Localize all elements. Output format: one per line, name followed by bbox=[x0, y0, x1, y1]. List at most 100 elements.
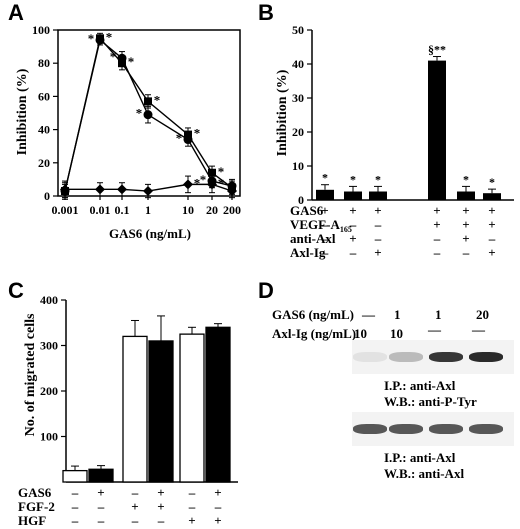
panel-a-point-diamond bbox=[143, 186, 153, 197]
panel-c-sign: – bbox=[71, 485, 79, 500]
panel-c-bar bbox=[122, 335, 148, 483]
panel-c-bar bbox=[179, 333, 205, 483]
panel-b-sign: + bbox=[321, 203, 328, 218]
panel-a-xtick-label: 0.001 bbox=[52, 203, 79, 217]
blot-axl-line1: I.P.: anti-Axl bbox=[384, 450, 456, 465]
panel-c-sign: – bbox=[71, 499, 79, 514]
panel-c-ytick-label: 100 bbox=[40, 430, 58, 444]
panel-b-sign: + bbox=[488, 245, 495, 260]
panel-b-bar-label: §** bbox=[428, 43, 446, 57]
panel-c-sign: + bbox=[157, 485, 164, 500]
panel-a-sig-star: * bbox=[136, 106, 143, 121]
panel-a-sig-star: * bbox=[194, 175, 201, 190]
panel-c-ytick-label: 300 bbox=[40, 339, 58, 353]
panel-b-bar-label: * bbox=[375, 172, 381, 186]
panel-b-sign: + bbox=[488, 217, 495, 232]
panel-b-sign: – bbox=[488, 231, 496, 246]
panel-b-sign: + bbox=[349, 203, 356, 218]
panel-c-bar bbox=[205, 326, 231, 483]
blot-axl-band bbox=[429, 424, 463, 434]
panel-a-frame bbox=[57, 29, 241, 197]
panel-a-sig-star: * bbox=[106, 29, 113, 44]
panel-b-ytick-label: 40 bbox=[292, 57, 304, 71]
panel-d-axlig-val-3: — bbox=[428, 322, 441, 337]
panel-b-sign: + bbox=[374, 203, 381, 218]
panel-a-ytick-label: 40 bbox=[38, 123, 50, 137]
panel-a-point-circle bbox=[95, 35, 105, 45]
panel-b-ytick-label: 50 bbox=[292, 23, 304, 37]
panel-b-bar bbox=[457, 191, 475, 200]
panel-a-point-diamond bbox=[207, 179, 217, 190]
panel-b-sign: – bbox=[349, 245, 357, 260]
panel-b-ytick-label: 30 bbox=[292, 91, 304, 105]
panel-a-point-diamond bbox=[183, 179, 193, 190]
panel-d-gas6-val-4: 20 bbox=[476, 307, 489, 322]
panel-b-sign: + bbox=[462, 217, 469, 232]
panel-b-sign: – bbox=[321, 231, 329, 246]
blot-ptyr-band bbox=[429, 352, 463, 362]
panel-d-axlig-val-1: 10 bbox=[354, 326, 367, 341]
panel-d-gas6-val-3: 1 bbox=[435, 307, 442, 322]
panel-b-bar bbox=[483, 193, 501, 200]
panel-c-ytick-label: 200 bbox=[40, 384, 58, 398]
panel-c-sign: – bbox=[71, 513, 79, 528]
panel-b-sign: + bbox=[374, 245, 381, 260]
panel-a-ytick-label: 60 bbox=[38, 89, 50, 103]
panel-b-sign: – bbox=[374, 231, 382, 246]
panel-b-ylabel: Inhibition (%) bbox=[275, 69, 290, 156]
panel-a-sig-star: * bbox=[218, 164, 225, 179]
panel-b-sign: – bbox=[321, 217, 329, 232]
panel-b-row-label: anti-Axl bbox=[290, 231, 336, 246]
panel-a-sig-star: * bbox=[218, 175, 225, 190]
panel-a-point-square bbox=[144, 97, 152, 106]
panel-b-sign: + bbox=[349, 231, 356, 246]
panel-letter-b: B bbox=[258, 0, 274, 25]
panel-c-sign: – bbox=[188, 485, 196, 500]
panel-c-sign: + bbox=[188, 513, 195, 528]
blot-ptyr-line1: I.P.: anti-Axl bbox=[384, 378, 456, 393]
panel-c-sign: – bbox=[97, 499, 105, 514]
panel-a-ytick-label: 100 bbox=[32, 23, 50, 37]
panel-a-sig-star: * bbox=[176, 131, 183, 146]
panel-d-axlig-label: Axl-Ig (ng/mL) bbox=[272, 326, 357, 341]
panel-c-sign: – bbox=[131, 513, 139, 528]
panel-a-point-diamond bbox=[117, 184, 127, 195]
panel-a-sig-star: * bbox=[154, 92, 161, 107]
panel-c-ytick-label: 400 bbox=[40, 293, 58, 307]
panel-a-xtick-label: 20 bbox=[206, 203, 218, 217]
panel-a-point-diamond bbox=[95, 184, 105, 195]
panel-c-sign: + bbox=[131, 499, 138, 514]
blot-axl-band bbox=[353, 424, 387, 434]
panel-c-sign: + bbox=[97, 485, 104, 500]
blot-ptyr-band bbox=[469, 352, 503, 362]
panel-b-ytick-label: 0 bbox=[298, 193, 304, 207]
panel-b-bar-label: * bbox=[322, 171, 328, 185]
panel-a-sig-star: * bbox=[200, 172, 207, 187]
panel-b-ytick-label: 10 bbox=[292, 159, 304, 173]
panel-b-bar-label: * bbox=[463, 172, 469, 186]
panel-a-sig-star: * bbox=[128, 54, 135, 69]
panel-b-row-subscript: 165 bbox=[340, 225, 352, 234]
panel-b-row-label: GAS6 bbox=[290, 203, 324, 218]
panel-b-sign: – bbox=[433, 245, 441, 260]
panel-b-bar bbox=[369, 191, 387, 200]
panel-letter-d: D bbox=[258, 278, 274, 303]
panel-b-sign: + bbox=[462, 231, 469, 246]
panel-c-ylabel: No. of migrated cells bbox=[23, 313, 38, 436]
panel-b-bar-label: * bbox=[489, 175, 495, 189]
blot-axl-line2: W.B.: anti-Axl bbox=[384, 466, 465, 481]
panel-d-gas6-val-1: — bbox=[362, 307, 375, 322]
panel-c-sign: – bbox=[188, 499, 196, 514]
panel-c-bar bbox=[62, 469, 88, 483]
blot-ptyr-band bbox=[389, 352, 423, 362]
panel-a-ytick-label: 0 bbox=[44, 189, 50, 203]
panel-c-sign: + bbox=[157, 499, 164, 514]
panel-a-sig-star: * bbox=[194, 126, 201, 141]
panel-a-point-diamond bbox=[227, 186, 237, 197]
panel-c-sign: – bbox=[157, 513, 165, 528]
panel-d-axlig-val-2: 10 bbox=[390, 326, 403, 341]
panel-a-point-circle bbox=[183, 135, 193, 145]
